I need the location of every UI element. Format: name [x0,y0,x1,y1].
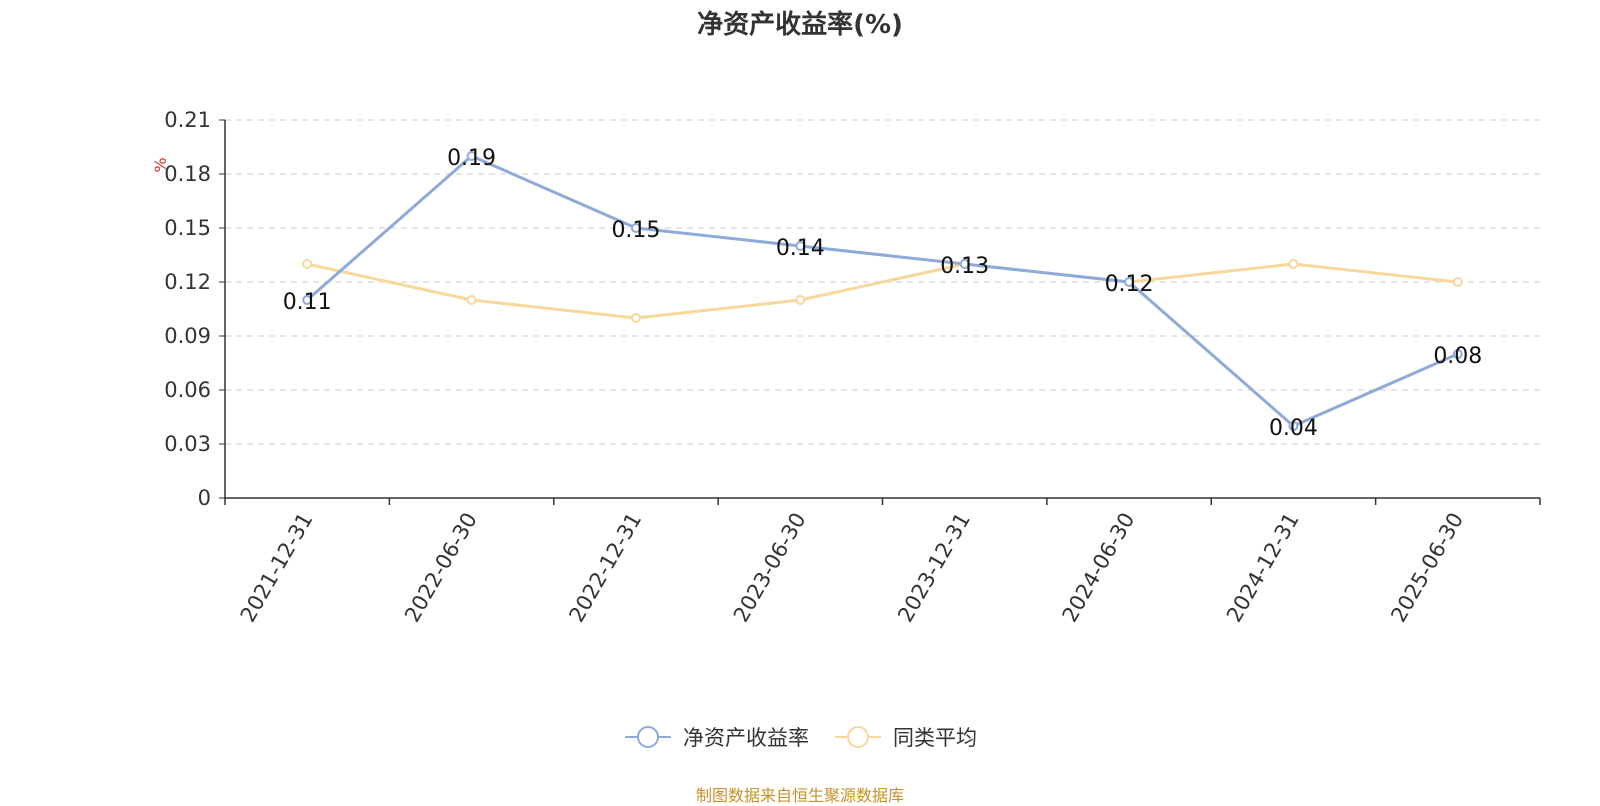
x-tick-label: 2021-12-31 [236,509,318,627]
series-point-1[interactable] [1452,277,1463,287]
series-point-0[interactable] [466,151,477,161]
x-tick-label: 2023-06-30 [729,509,811,627]
series-point-0[interactable] [795,241,806,251]
y-tick-label: 0.12 [164,270,211,294]
x-tick-label: 2023-12-31 [893,509,975,627]
y-axis-unit-label: % [151,157,170,172]
legend-marker-roe [625,726,671,748]
axes [219,119,1541,505]
data-label: 0.11 [283,290,332,315]
data-label: 0.15 [611,218,660,243]
series-point-1[interactable] [630,313,641,323]
data-label: 0.04 [1269,416,1318,441]
series-point-0[interactable] [302,295,313,305]
series-point-0[interactable] [630,223,641,233]
series [302,151,1463,431]
source-note: 制图数据来自恒生聚源数据库 [695,786,904,805]
legend: 净资产收益率 同类平均 [0,722,1600,752]
y-tick-label: 0 [198,486,211,510]
data-labels: 0.11 0.19 0.15 0.14 0.13 0.12 0.04 0.08 [283,146,1483,441]
legend-label-roe: 净资产收益率 [683,726,809,750]
x-tick-label: 2022-12-31 [564,509,646,627]
data-label: 0.12 [1105,272,1154,297]
series-point-1[interactable] [795,295,806,305]
x-tick-labels: 2021-12-31 2022-06-30 2022-12-31 2023-06-30… [236,509,1468,627]
series-point-1[interactable] [1288,259,1299,269]
y-tick-label: 0.06 [164,378,211,402]
x-tick-label: 2024-06-30 [1058,509,1140,627]
data-label: 0.08 [1433,344,1482,369]
series-point-1[interactable] [302,259,313,269]
chart-title: 净资产收益率(%) [697,10,903,40]
series-point-1[interactable] [466,295,477,305]
y-tick-label: 0.09 [164,324,211,348]
data-label: 0.13 [940,254,989,279]
x-tick-label: 2025-06-30 [1386,509,1468,627]
series-point-0[interactable] [1288,421,1299,431]
legend-item-roe[interactable]: 净资产收益率 [623,722,809,752]
y-tick-labels: 0 0.03 0.06 0.09 0.12 0.15 0.18 0.21 [164,108,211,510]
series-point-0[interactable] [1452,349,1463,359]
y-tick-label: 0.15 [164,216,211,240]
legend-marker-peer-average [835,726,881,748]
y-tick-label: 0.18 [164,162,211,186]
y-tick-label: 0.21 [164,108,211,132]
y-tick-label: 0.03 [164,432,211,456]
x-tick-label: 2024-12-31 [1222,509,1304,627]
series-point-0[interactable] [1124,277,1135,287]
data-label: 0.19 [447,146,496,171]
data-label: 0.14 [776,236,825,261]
series-line-0 [306,154,1459,428]
series-point-0[interactable] [959,259,970,269]
legend-label-peer-average: 同类平均 [893,726,977,750]
legend-item-peer-average[interactable]: 同类平均 [833,722,977,752]
x-tick-label: 2022-06-30 [400,509,482,627]
series-line-1 [306,262,1458,320]
